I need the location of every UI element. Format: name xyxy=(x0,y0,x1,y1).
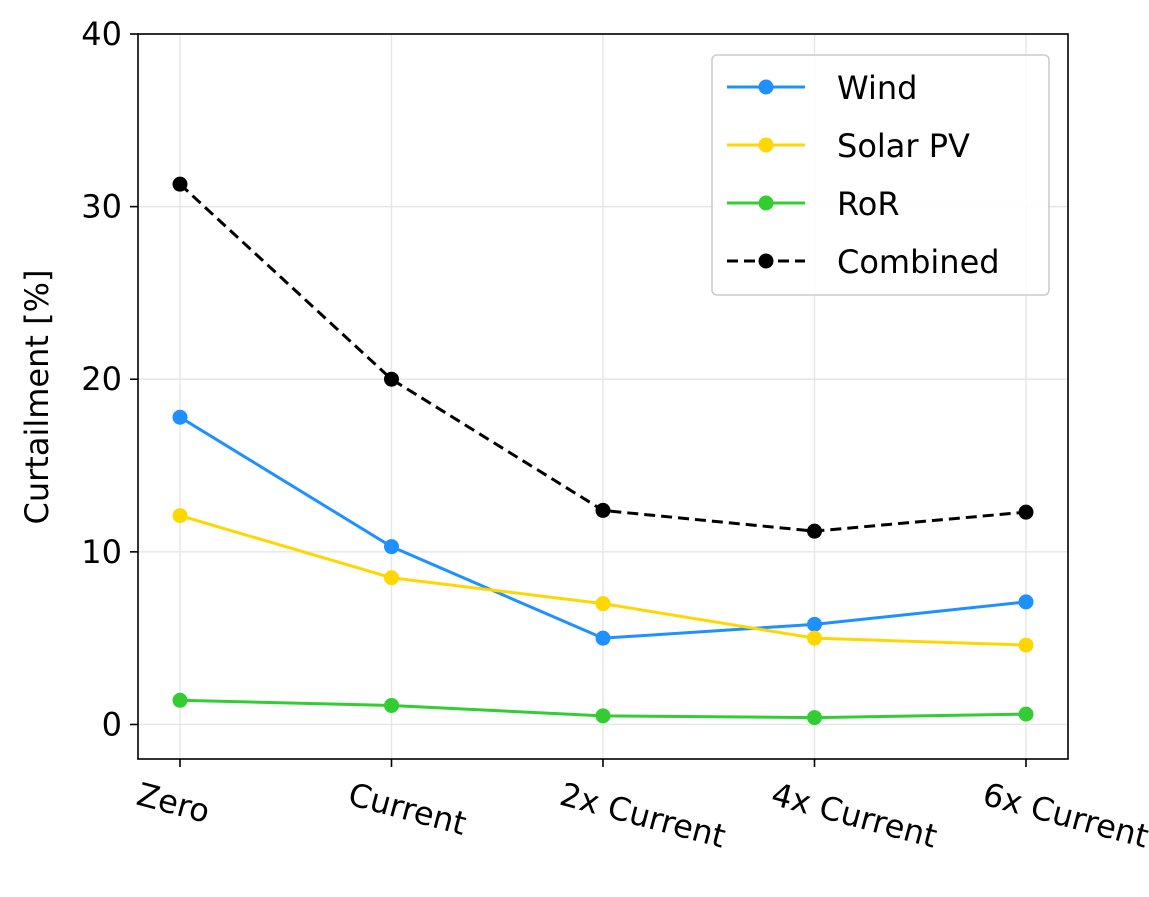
x-axis-ticks: Zero Current 2x Current 4x Current 6x Curren… xyxy=(133,759,1149,856)
data-point xyxy=(384,539,399,555)
data-point xyxy=(595,630,611,646)
series-ror xyxy=(172,692,1034,726)
x-tick-label: 2x Current xyxy=(556,775,730,856)
legend-marker xyxy=(758,137,774,153)
x-tick-label: Zero xyxy=(133,775,214,831)
data-point xyxy=(384,371,399,387)
legend-item: Combined xyxy=(727,243,1000,281)
data-point xyxy=(172,508,188,524)
legend-item: Solar PV xyxy=(727,127,970,165)
data-point xyxy=(807,523,822,539)
y-tick-label: 40 xyxy=(81,15,122,53)
legend-label: RoR xyxy=(837,185,900,223)
data-point xyxy=(1018,594,1034,610)
data-point xyxy=(807,710,822,726)
data-point xyxy=(172,176,188,192)
data-point xyxy=(595,708,611,724)
data-point xyxy=(384,697,399,713)
data-point xyxy=(172,409,188,425)
legend-label: Solar PV xyxy=(837,127,970,165)
data-point xyxy=(1018,637,1034,653)
data-point xyxy=(595,596,611,612)
y-tick-label: 10 xyxy=(81,533,122,571)
legend: Wind Solar PV RoR Combined xyxy=(711,54,1050,296)
data-point xyxy=(807,630,822,646)
series-combined xyxy=(172,176,1034,539)
legend-label: Combined xyxy=(837,243,1000,281)
series-solar-pv xyxy=(172,508,1034,653)
x-tick-label: Current xyxy=(344,775,470,843)
series-group xyxy=(172,176,1034,726)
data-point xyxy=(1018,706,1034,722)
data-point xyxy=(172,692,188,708)
y-axis-label: Curtailment [%] xyxy=(18,270,56,525)
x-tick-label: 4x Current xyxy=(767,775,941,856)
y-axis-ticks: 0 10 20 30 40 xyxy=(81,15,138,743)
y-tick-label: 20 xyxy=(81,360,122,398)
legend-item: Wind xyxy=(727,69,917,107)
legend-label: Wind xyxy=(837,69,917,107)
y-tick-label: 30 xyxy=(81,188,122,226)
y-tick-label: 0 xyxy=(102,705,122,743)
data-point xyxy=(595,502,611,518)
data-point xyxy=(384,570,399,586)
legend-marker xyxy=(758,79,774,95)
series-wind xyxy=(172,409,1034,646)
legend-box xyxy=(711,54,1050,296)
legend-marker xyxy=(758,195,774,211)
data-point xyxy=(807,616,822,632)
x-tick-label: 6x Current xyxy=(979,775,1149,856)
legend-marker xyxy=(758,253,774,269)
data-point xyxy=(1018,504,1034,520)
legend-item: RoR xyxy=(727,185,900,223)
